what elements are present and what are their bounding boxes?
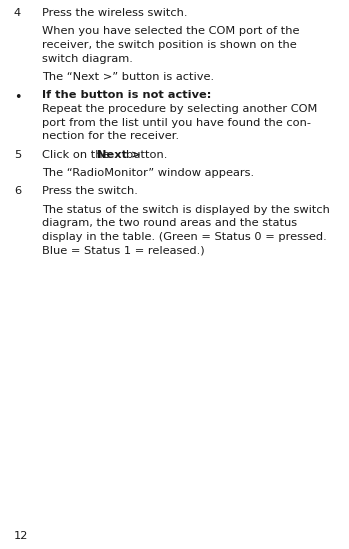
- Text: receiver, the switch position is shown on the: receiver, the switch position is shown o…: [42, 40, 297, 50]
- Text: The status of the switch is displayed by the switch: The status of the switch is displayed by…: [42, 205, 330, 215]
- Text: Repeat the procedure by selecting another COM: Repeat the procedure by selecting anothe…: [42, 104, 317, 114]
- Text: Click on the: Click on the: [42, 149, 113, 160]
- Text: port from the list until you have found the con-: port from the list until you have found …: [42, 117, 311, 127]
- Text: diagram, the two round areas and the status: diagram, the two round areas and the sta…: [42, 219, 297, 228]
- Text: 4: 4: [14, 8, 21, 18]
- Text: Press the switch.: Press the switch.: [42, 187, 138, 197]
- Text: switch diagram.: switch diagram.: [42, 53, 133, 64]
- Text: Next >: Next >: [97, 149, 141, 160]
- Text: Blue = Status 1 = released.): Blue = Status 1 = released.): [42, 245, 205, 255]
- Text: 6: 6: [14, 187, 21, 197]
- Text: button.: button.: [126, 149, 167, 160]
- Text: nection for the receiver.: nection for the receiver.: [42, 131, 179, 141]
- Text: 12: 12: [14, 531, 28, 541]
- Text: If the button is not active:: If the button is not active:: [42, 91, 211, 100]
- Text: The “Next >” button is active.: The “Next >” button is active.: [42, 72, 214, 82]
- Text: When you have selected the COM port of the: When you have selected the COM port of t…: [42, 26, 299, 36]
- Text: Press the wireless switch.: Press the wireless switch.: [42, 8, 187, 18]
- Text: display in the table. (Green = Status 0 = pressed.: display in the table. (Green = Status 0 …: [42, 232, 327, 242]
- Text: •: •: [14, 91, 22, 104]
- Text: The “RadioMonitor” window appears.: The “RadioMonitor” window appears.: [42, 168, 254, 178]
- Text: 5: 5: [14, 149, 21, 160]
